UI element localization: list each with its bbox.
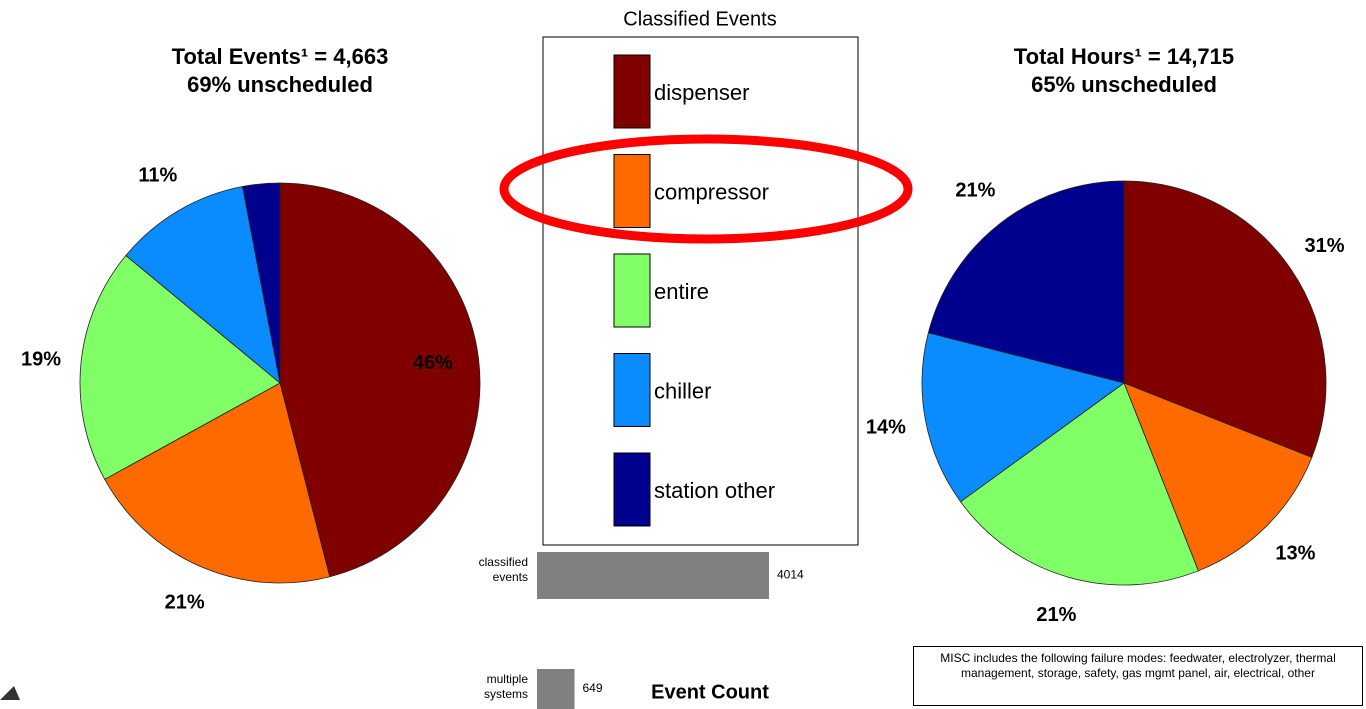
- bar-category-text: multiple systems: [483, 672, 528, 701]
- pie-slice: [79, 254, 281, 480]
- logo: [0, 686, 20, 700]
- legend-box: [542, 36, 859, 546]
- pie-slice: [125, 186, 281, 385]
- legend-label: compressor: [654, 179, 769, 204]
- legend-label: dispenser: [654, 80, 749, 105]
- pie-slice: [960, 382, 1199, 586]
- value-label: 21%: [1036, 604, 1076, 626]
- value-label: 13%: [1275, 543, 1315, 565]
- legend-label: station other: [654, 478, 775, 503]
- pie-slice: [242, 182, 281, 384]
- value-label: 11%: [138, 165, 177, 187]
- highlight-ellipse: [499, 134, 913, 244]
- bar-category-text: classified events: [478, 555, 528, 584]
- value-label: 46%: [413, 352, 453, 374]
- pie-slice: [921, 332, 1125, 503]
- pie-slice: [1123, 382, 1313, 572]
- chart-title: Total Hours¹ = 14,715: [1014, 44, 1234, 69]
- legend-swatch: [613, 54, 651, 129]
- legend-swatch: [613, 154, 651, 228]
- bar: [537, 669, 575, 709]
- bar: [537, 552, 770, 599]
- chart-subtitle: 69% unscheduled: [187, 72, 373, 97]
- value-label: 19%: [21, 349, 61, 371]
- legend-title: Classified Events: [623, 8, 776, 30]
- bar-value: 4014: [777, 568, 804, 582]
- bar-category: classified events: [478, 555, 528, 584]
- legend-label: entire: [654, 279, 709, 304]
- pie-slice: [104, 382, 331, 584]
- legend-swatch: [613, 452, 651, 527]
- bar-value: 649: [583, 681, 603, 695]
- legend-swatch: [613, 353, 651, 427]
- chart-title: Event Count: [651, 681, 769, 703]
- pie-slice: [1123, 180, 1327, 458]
- bar-category: multiple systems: [483, 672, 528, 701]
- value-label: 21%: [165, 592, 205, 614]
- value-label: 14%: [866, 417, 906, 439]
- value-label: 21%: [955, 180, 995, 202]
- legend-swatch: [613, 253, 651, 328]
- chart-subtitle: 65% unscheduled: [1031, 72, 1217, 97]
- pie-slice: [927, 180, 1125, 384]
- note: MISC includes the following failure mode…: [913, 646, 1363, 706]
- pie-slice: [279, 182, 481, 578]
- legend-label: chiller: [654, 378, 711, 403]
- chart-title: Total Events¹ = 4,663: [172, 44, 389, 69]
- value-label: 31%: [1304, 235, 1344, 257]
